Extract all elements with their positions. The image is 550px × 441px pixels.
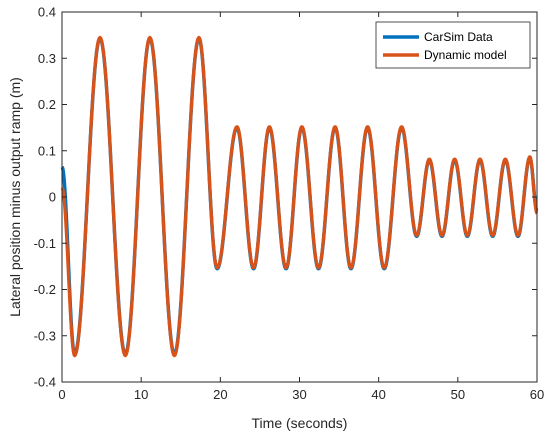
- series-layer: [60, 35, 539, 358]
- legend-label-dynamic: Dynamic model: [424, 48, 507, 62]
- y-tick-label: -0.2: [34, 282, 56, 297]
- y-tick-label: 0.1: [38, 143, 56, 158]
- series-line-dynamic: [60, 35, 539, 358]
- x-tick-label: 60: [530, 387, 544, 402]
- y-tick-label: -0.3: [34, 328, 56, 343]
- x-tick-label: 40: [371, 387, 385, 402]
- legend-label-carsim: CarSim Data: [424, 30, 493, 44]
- x-tick-label: 50: [451, 387, 465, 402]
- x-tick-label: 30: [292, 387, 306, 402]
- y-tick-label: 0.3: [38, 51, 56, 66]
- x-tick-label: 0: [58, 387, 65, 402]
- plot-area: [62, 12, 537, 382]
- y-tick-label: 0.2: [38, 97, 56, 112]
- x-tick-label: 20: [213, 387, 227, 402]
- y-axis-label: Lateral position minus output ramp (m): [7, 77, 23, 317]
- tick-layer: 0 10 20 30 40 50 60 -0.4 -0.3 -0.2 -0.1 0 0.1 0.2 0.3 0…: [34, 5, 545, 403]
- y-tick-label: -0.1: [34, 236, 56, 251]
- y-tick-label: -0.4: [34, 375, 56, 390]
- x-tick-label: 10: [134, 387, 148, 402]
- x-axis-label: Time (seconds): [252, 415, 348, 431]
- legend-box: [375, 21, 531, 69]
- legend: CarSim Data Dynamic model: [375, 21, 531, 69]
- y-tick-label: 0.4: [38, 5, 56, 20]
- y-tick-label: 0: [49, 190, 56, 205]
